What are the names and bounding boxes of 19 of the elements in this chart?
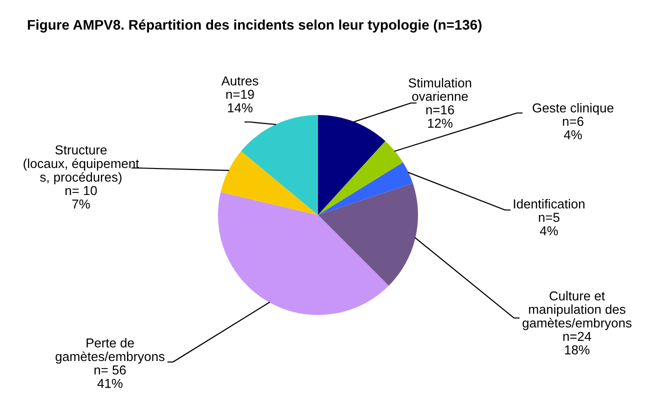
pie-slice xyxy=(218,192,389,315)
slice-label: Geste clinique xyxy=(532,103,614,116)
slice-label: Autres xyxy=(221,76,258,86)
data-label: n=24 18% xyxy=(563,332,592,354)
data-label: n= 56 41% xyxy=(94,365,126,388)
slice-label: Structure (locaux, équipement s, procédures) xyxy=(24,145,140,184)
data-label: n=19 14% xyxy=(226,90,254,112)
data-label: n=16 12% xyxy=(426,105,454,128)
data-label: n=6 4% xyxy=(562,116,584,140)
pie-slice xyxy=(241,115,318,215)
data-label: n=5 4% xyxy=(538,212,560,236)
pie-slice xyxy=(318,183,418,286)
data-label: n= 10 7% xyxy=(66,186,97,209)
pie-slice xyxy=(318,141,404,215)
chart-title: Figure AMPV8. Répartition des incidents selon leur typologie (n=136) xyxy=(28,19,482,33)
pie-slice xyxy=(318,162,413,215)
pie-slice xyxy=(220,151,318,215)
pie-slice xyxy=(318,115,386,215)
slice-label: Identification xyxy=(514,199,584,208)
